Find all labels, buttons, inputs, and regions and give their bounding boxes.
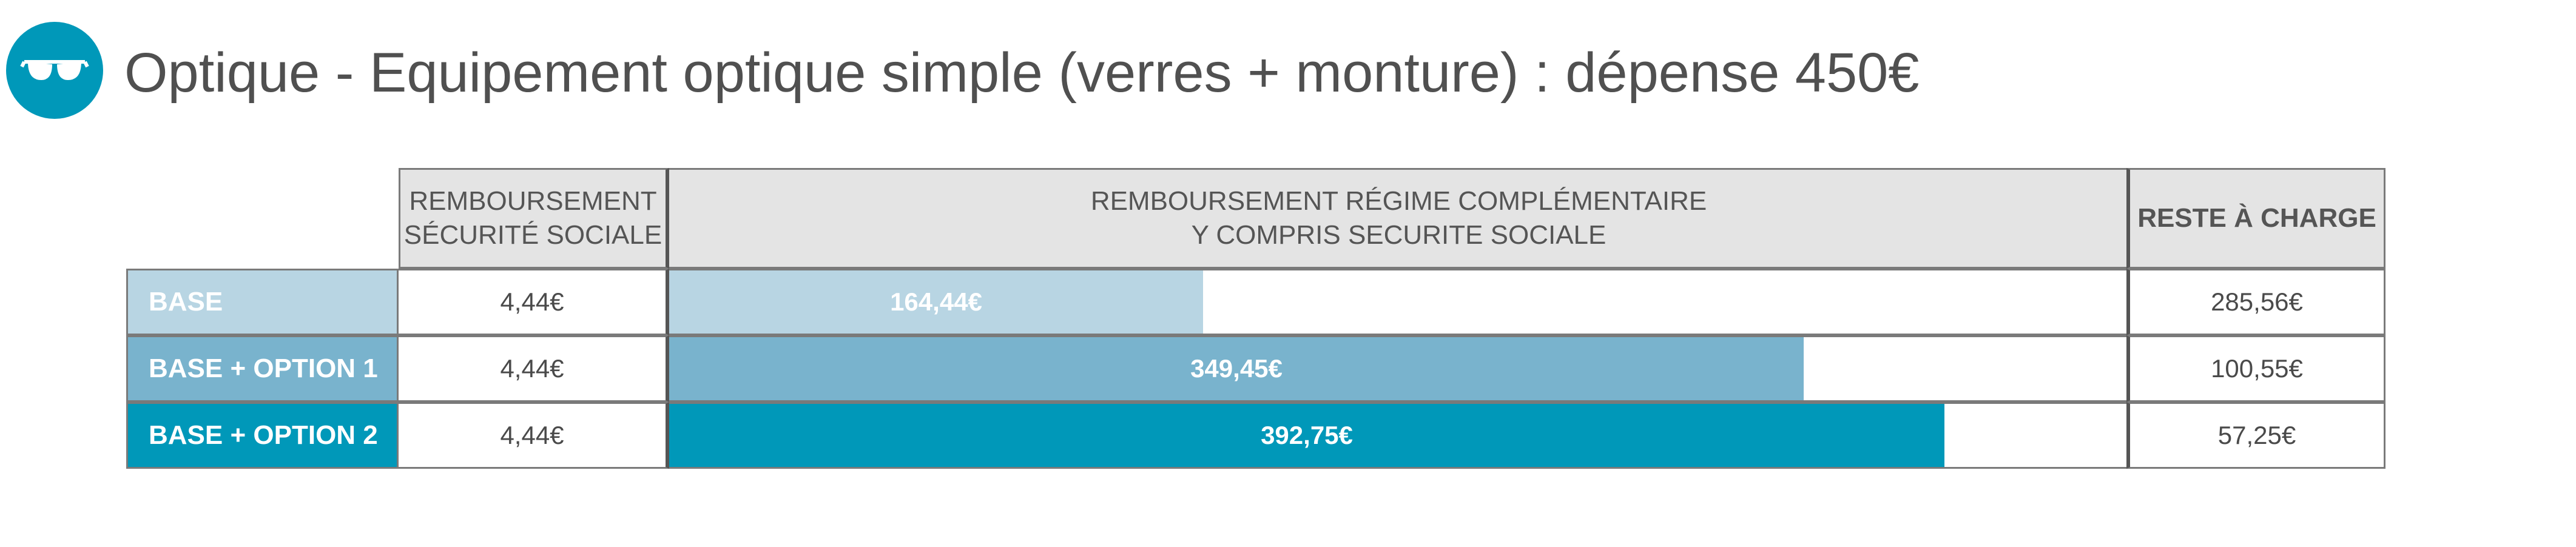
header-corner	[126, 168, 399, 269]
bar-value-label: 349,45€	[1190, 354, 1283, 383]
bar-cell: 164,44€	[669, 269, 2130, 335]
row-label: BASE	[126, 269, 399, 335]
secu-value: 4,44€	[500, 421, 564, 449]
row-label-text: BASE + OPTION 2	[149, 420, 378, 450]
header-secu-line2: SÉCURITÉ SOCIALE	[403, 220, 663, 250]
secu-value-cell: 4,44€	[399, 335, 669, 402]
bar-value-label: 392,75€	[1261, 421, 1353, 449]
reste-value-cell: 57,25€	[2126, 402, 2385, 469]
secu-value: 4,44€	[500, 287, 564, 316]
header-complementaire: REMBOURSEMENT RÉGIME COMPLÉMENTAIRE Y CO…	[669, 168, 2130, 269]
reste-value: 100,55€	[2211, 354, 2303, 383]
secu-value: 4,44€	[500, 354, 564, 383]
bar-cell: 392,75€	[669, 402, 2130, 469]
header-secu: REMBOURSEMENT SÉCURITÉ SOCIALE	[399, 168, 669, 269]
bar-value-label: 164,44€	[890, 287, 982, 316]
reste-value: 285,56€	[2211, 287, 2303, 316]
header-compl-line1: REMBOURSEMENT RÉGIME COMPLÉMENTAIRE	[1090, 186, 1707, 216]
comparison-table: REMBOURSEMENT SÉCURITÉ SOCIALE REMBOURSE…	[126, 168, 2385, 469]
row-label-text: BASE + OPTION 1	[149, 354, 378, 383]
row-label: BASE + OPTION 1	[126, 335, 399, 402]
page-title: Optique - Equipement optique simple (ver…	[124, 42, 1920, 104]
reste-value-cell: 285,56€	[2126, 269, 2385, 335]
row-label: BASE + OPTION 2	[126, 402, 399, 469]
reste-value-cell: 100,55€	[2126, 335, 2385, 402]
glasses-icon	[6, 22, 103, 119]
header-compl-line2: Y COMPRIS SECURITE SOCIALE	[1191, 220, 1607, 250]
page-header: Optique - Equipement optique simple (ver…	[0, 0, 2576, 139]
row-label-text: BASE	[149, 287, 223, 317]
bar-cell: 349,45€	[669, 335, 2130, 402]
header-secu-line1: REMBOURSEMENT	[409, 186, 657, 216]
secu-value-cell: 4,44€	[399, 269, 669, 335]
header-reste: RESTE À CHARGE	[2126, 168, 2385, 269]
bar: 349,45€	[669, 337, 1804, 400]
header-reste-label: RESTE À CHARGE	[2137, 203, 2376, 233]
bar: 392,75€	[669, 404, 1944, 467]
reste-value: 57,25€	[2217, 421, 2296, 449]
secu-value-cell: 4,44€	[399, 402, 669, 469]
bar: 164,44€	[669, 270, 1203, 334]
